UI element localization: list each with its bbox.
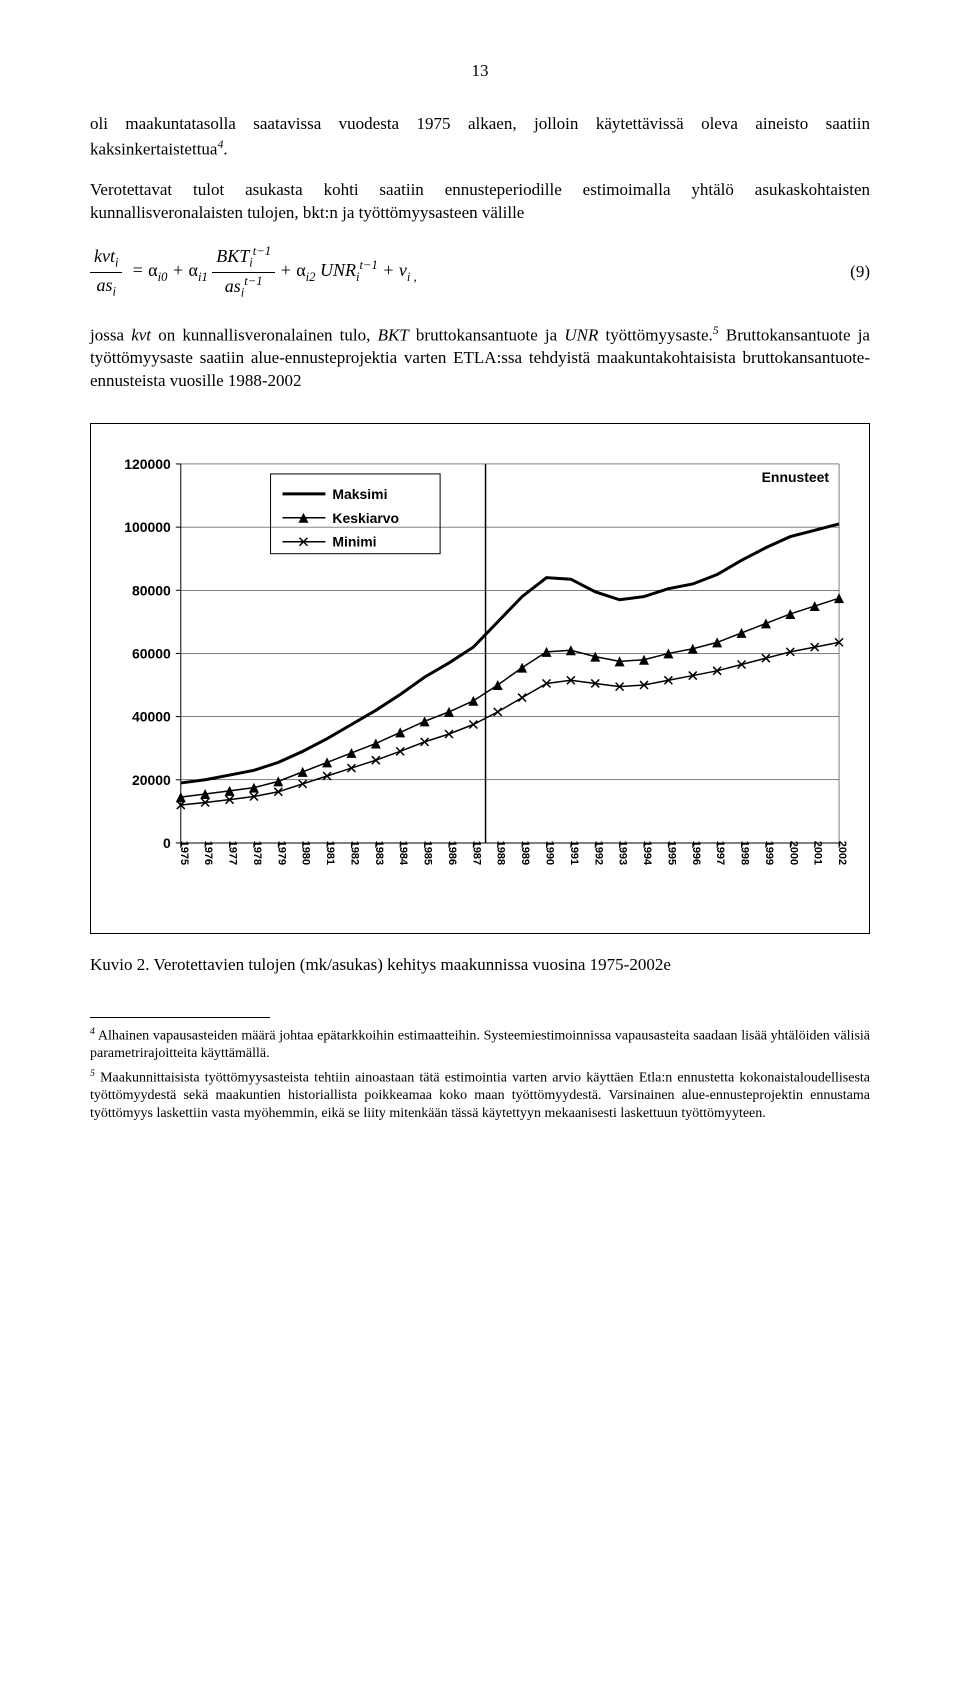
svg-text:1999: 1999 xyxy=(763,841,775,865)
svg-text:1993: 1993 xyxy=(617,841,629,865)
svg-text:60000: 60000 xyxy=(132,645,171,661)
svg-text:Minimi: Minimi xyxy=(332,534,376,550)
svg-text:1988: 1988 xyxy=(495,841,507,865)
svg-text:1980: 1980 xyxy=(300,841,312,865)
svg-text:80000: 80000 xyxy=(132,582,171,598)
svg-text:1981: 1981 xyxy=(324,841,336,865)
para1-text: oli maakuntatasolla saatavissa vuodesta … xyxy=(90,114,870,159)
svg-text:Keskiarvo: Keskiarvo xyxy=(332,510,399,526)
svg-text:20000: 20000 xyxy=(132,772,171,788)
svg-text:1977: 1977 xyxy=(227,841,239,865)
p3-kvt: kvt xyxy=(131,325,151,344)
svg-text:2001: 2001 xyxy=(812,841,824,865)
svg-text:2000: 2000 xyxy=(787,841,799,865)
fn4-text: Alhainen vapausasteiden määrä johtaa epä… xyxy=(90,1028,870,1061)
chart-container: 0 20000 40000 60000 80000 100000 120000 1975 197… xyxy=(90,423,870,934)
footnote-4: 4 Alhainen vapausasteiden määrä johtaa e… xyxy=(90,1026,870,1063)
para1-end: . xyxy=(223,140,227,159)
svg-text:1987: 1987 xyxy=(470,841,482,865)
paragraph-2: Verotettavat tulot asukasta kohti saatii… xyxy=(90,179,870,225)
p3-bkt: BKT xyxy=(378,325,409,344)
svg-text:1992: 1992 xyxy=(592,841,604,865)
svg-text:1989: 1989 xyxy=(519,841,531,865)
svg-text:120000: 120000 xyxy=(124,456,171,472)
p3-unr: UNR xyxy=(564,325,598,344)
page-number: 13 xyxy=(90,60,870,83)
p3d: työttömyysaste. xyxy=(598,325,712,344)
svg-text:1983: 1983 xyxy=(373,841,385,865)
svg-text:40000: 40000 xyxy=(132,709,171,725)
svg-text:1996: 1996 xyxy=(690,841,702,865)
svg-text:1979: 1979 xyxy=(275,841,287,865)
p3c: bruttokansantuote ja xyxy=(409,325,565,344)
chart-svg: 0 20000 40000 60000 80000 100000 120000 1975 197… xyxy=(101,444,859,923)
fn5-text: Maakunnittaisista työttömyysasteista teh… xyxy=(90,1071,870,1121)
svg-text:1994: 1994 xyxy=(641,841,653,866)
svg-text:2002: 2002 xyxy=(836,841,848,865)
svg-text:1978: 1978 xyxy=(251,841,263,865)
svg-text:1985: 1985 xyxy=(422,841,434,865)
svg-text:1976: 1976 xyxy=(202,841,214,865)
figure-caption: Kuvio 2. Verotettavien tulojen (mk/asuka… xyxy=(90,954,870,977)
paragraph-3: jossa kvt on kunnallisveronalainen tulo,… xyxy=(90,322,870,393)
svg-text:1995: 1995 xyxy=(665,841,677,865)
svg-text:1982: 1982 xyxy=(348,841,360,865)
svg-text:Maksimi: Maksimi xyxy=(332,486,387,502)
svg-text:1998: 1998 xyxy=(739,841,751,865)
svg-text:1997: 1997 xyxy=(714,841,726,865)
p3a: jossa xyxy=(90,325,131,344)
svg-text:1975: 1975 xyxy=(178,841,190,865)
paragraph-1: oli maakuntatasolla saatavissa vuodesta … xyxy=(90,113,870,162)
equation-row: kvtiasi = αi0 + αi1 BKTit−1asit−1 + αi2 … xyxy=(90,243,870,301)
svg-text:1991: 1991 xyxy=(568,841,580,865)
svg-text:1990: 1990 xyxy=(543,841,555,865)
p3b: on kunnallisveronalainen tulo, xyxy=(151,325,378,344)
svg-text:1986: 1986 xyxy=(446,841,458,865)
equation-body: kvtiasi = αi0 + αi1 BKTit−1asit−1 + αi2 … xyxy=(90,243,820,301)
svg-text:100000: 100000 xyxy=(124,519,171,535)
footnote-5: 5 Maakunnittaisista työttömyysasteista t… xyxy=(90,1068,870,1122)
svg-text:1984: 1984 xyxy=(397,841,409,866)
equation-number: (9) xyxy=(820,261,870,284)
svg-text:0: 0 xyxy=(163,835,171,851)
footnote-separator xyxy=(90,1017,270,1018)
svg-text:Ennusteet: Ennusteet xyxy=(762,469,830,485)
